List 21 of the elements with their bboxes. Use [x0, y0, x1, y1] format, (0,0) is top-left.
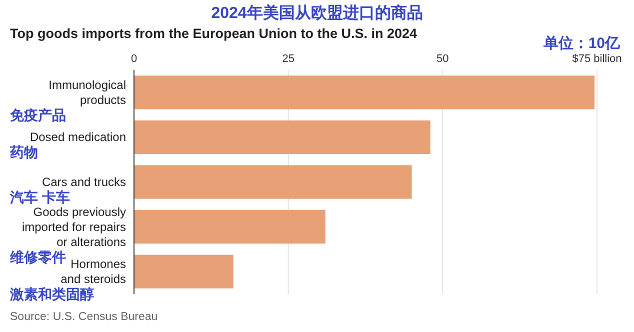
text: 免疫产品: [9, 106, 66, 123]
x-tick-label: 0: [130, 53, 138, 65]
y-tick-label: Immunological products: [48, 78, 126, 107]
chart-title: 2024年美国从欧盟进口的商品: [211, 3, 423, 22]
x-tick-label: $75 billion: [572, 53, 622, 65]
y-tick-label: Cars and trucks: [42, 175, 126, 189]
y-tick-label: Goods previously imported for repairs or alterations: [22, 204, 126, 249]
bar: [134, 76, 595, 110]
text: 药物: [9, 144, 38, 160]
chart-subtitle: Top goods imports from the European Union to the U.S. in 2024: [10, 26, 418, 41]
bar: [134, 165, 412, 199]
text: 激素和类固醇: [9, 286, 94, 302]
bar: [134, 120, 430, 154]
x-tick-label: 25: [282, 53, 294, 65]
bar: [134, 210, 326, 244]
x-tick-label: 50: [436, 53, 449, 65]
text: 单位：10亿: [542, 35, 621, 52]
bar: [134, 254, 234, 288]
text: 汽车 卡车: [9, 189, 70, 205]
source-note: Source: U.S. Census Bureau: [10, 311, 158, 323]
y-tick-label: Dosed medication: [30, 130, 126, 144]
